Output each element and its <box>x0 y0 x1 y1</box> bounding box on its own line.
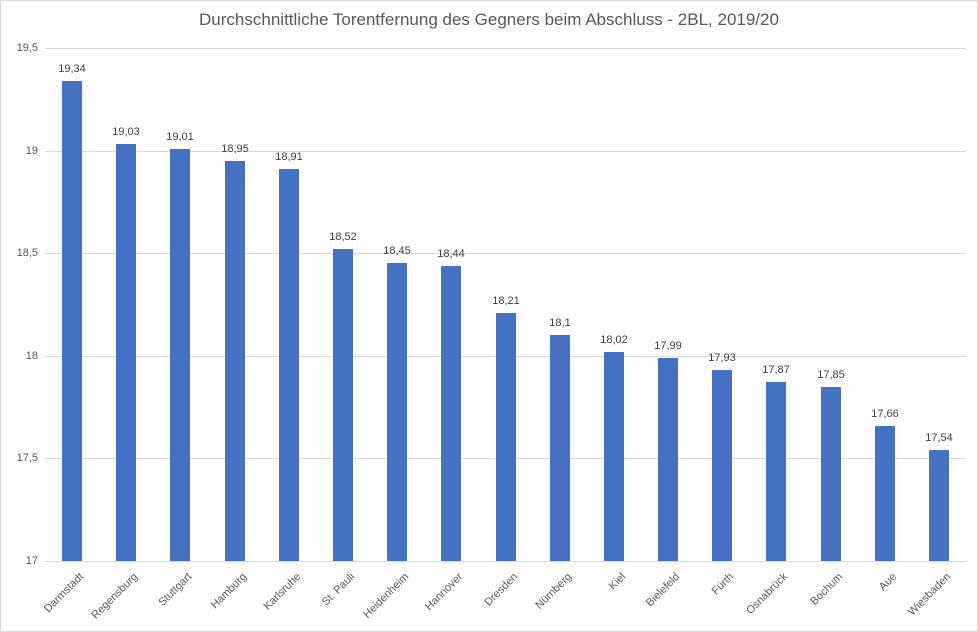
x-axis-category-label: St. Pauli <box>319 570 358 609</box>
x-axis-category-label: Kiel <box>606 570 629 593</box>
x-axis-category-label: Darmstadt <box>41 570 87 616</box>
gridline <box>45 561 966 562</box>
x-axis-category-label: Bielefeld <box>643 570 683 610</box>
bar <box>116 144 136 561</box>
x-axis-category-label: Bochum <box>808 570 846 608</box>
bar-value-label: 19,03 <box>112 126 140 138</box>
bar-value-label: 17,54 <box>925 432 953 444</box>
bar-value-label: 17,85 <box>817 369 845 381</box>
chart-title: Durchschnittliche Torentfernung des Gegn… <box>199 10 779 29</box>
x-axis-category-label: Heidenheim <box>361 570 412 621</box>
bar <box>875 426 895 561</box>
bar <box>225 161 245 561</box>
bar-value-label: 18,21 <box>492 295 520 307</box>
bar-value-label: 18,02 <box>600 334 628 346</box>
y-axis-tick-label: 18 <box>25 350 38 362</box>
y-axis-tick-label: 17,5 <box>16 452 38 464</box>
bar-value-label: 17,66 <box>871 408 899 420</box>
x-axis-category-label: Karlsruhe <box>261 570 304 613</box>
x-axis-category-label: Hannover <box>423 570 466 613</box>
x-axis-category-label: Fürth <box>709 570 737 598</box>
x-axis-category-label: Dresden <box>482 570 521 609</box>
y-axis-tick-label: 19 <box>25 145 38 157</box>
y-axis-tick-label: 19,5 <box>16 42 38 54</box>
y-axis-tick-label: 17 <box>25 555 38 567</box>
bar <box>821 387 841 561</box>
bar <box>604 352 624 561</box>
bar-value-label: 19,01 <box>166 131 194 143</box>
bar-value-label: 17,93 <box>708 352 736 364</box>
bar <box>550 335 570 561</box>
gridline <box>45 48 966 49</box>
gridline <box>45 253 966 254</box>
bar-value-label: 18,95 <box>221 143 249 155</box>
bar-value-label: 17,99 <box>654 340 682 352</box>
x-axis-category-label: Aue <box>876 570 900 594</box>
x-axis-category-label: Stuttgart <box>156 570 195 609</box>
y-axis-tick-label: 18,5 <box>16 247 38 259</box>
bar <box>333 249 353 561</box>
bar <box>279 169 299 561</box>
x-axis-category-label: Osnabrück <box>744 570 791 617</box>
x-axis-category-label: Regensburg <box>89 570 141 622</box>
bar <box>441 266 461 561</box>
bar <box>658 358 678 561</box>
bar <box>712 370 732 561</box>
bar-value-label: 19,34 <box>58 63 86 75</box>
gridline <box>45 151 966 152</box>
bar <box>496 313 516 561</box>
bar <box>170 149 190 561</box>
x-axis-category-label: Hamburg <box>208 570 250 612</box>
bar-value-label: 18,52 <box>329 231 357 243</box>
bar-value-label: 17,87 <box>762 364 790 376</box>
bar-value-label: 18,44 <box>437 248 465 260</box>
x-axis-category-label: Nürnberg <box>533 570 575 612</box>
bar <box>929 450 949 561</box>
bar-value-label: 18,91 <box>275 151 303 163</box>
bar-value-label: 18,1 <box>549 317 571 329</box>
bar-value-label: 18,45 <box>383 245 411 257</box>
bar <box>766 382 786 561</box>
bar <box>387 263 407 561</box>
bar <box>62 81 82 561</box>
x-axis-category-label: Wiesbaden <box>905 570 954 619</box>
